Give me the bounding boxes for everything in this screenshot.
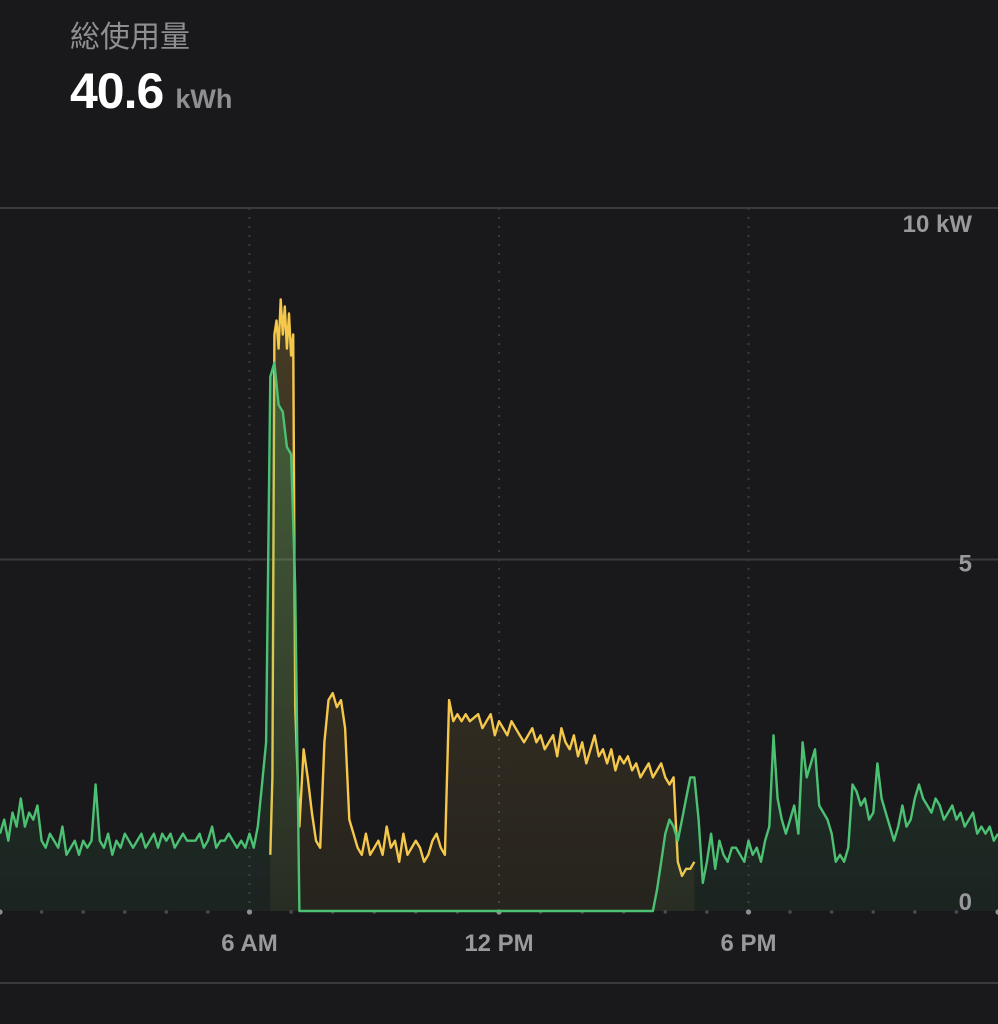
x-axis-dot [164, 910, 169, 914]
axis-label-layer: 10 kW 5 0 6 AM 12 PM 6 PM [221, 211, 972, 957]
total-usage-title: 総使用量 [70, 20, 190, 55]
total-usage-readout: 40.6 kWh [70, 62, 232, 120]
x-tick-label: 6 PM [720, 930, 776, 957]
x-axis-dot [829, 910, 834, 914]
x-axis-dot [788, 910, 792, 914]
x-tick-label: 12 PM [464, 930, 533, 957]
x-axis-dot [289, 910, 293, 914]
x-axis-dot [122, 910, 127, 914]
total-usage-unit: kWh [175, 84, 233, 114]
x-axis-dot [206, 910, 210, 914]
usage-header: 総使用量 40.6 kWh [70, 18, 232, 120]
x-tick-label: 6 AM [221, 930, 277, 957]
x-axis-dot [81, 910, 85, 914]
x-axis-dot [871, 910, 876, 914]
y-tick-label: 0 [959, 889, 972, 916]
total-usage-value: 40.6 [70, 63, 164, 119]
consumption-area [270, 299, 695, 911]
consumption-line [269, 298, 696, 878]
y-tick-label: 10 kW [903, 211, 973, 238]
series-layer [0, 298, 998, 913]
grid_import-line [0, 361, 998, 913]
x-axis-dot [913, 910, 917, 914]
x-axis-dot [954, 910, 959, 914]
x-axis-dot [705, 910, 709, 914]
grid_import-area [0, 362, 998, 911]
x-axis-dot [39, 910, 44, 914]
y-tick-label: 5 [959, 551, 972, 578]
x-axis-dot [663, 910, 668, 914]
